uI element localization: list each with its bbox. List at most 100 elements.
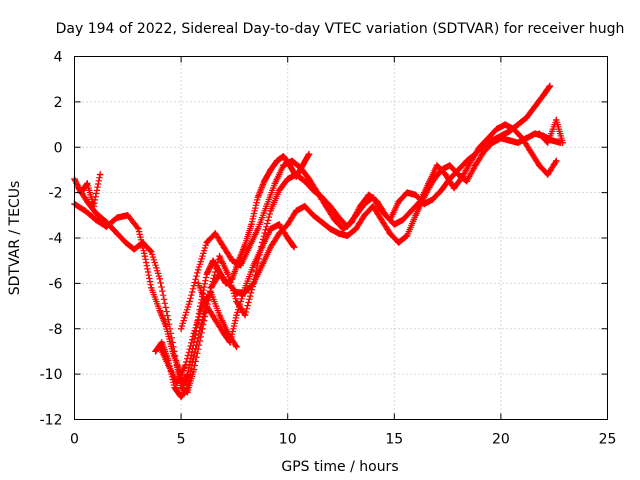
data-point: [523, 114, 530, 121]
data-point: [403, 232, 411, 239]
data-point: [293, 171, 300, 178]
data-point: [497, 135, 505, 142]
data-point: [301, 178, 308, 185]
data-point: [553, 157, 560, 165]
data-point: [395, 239, 402, 246]
data-point: [122, 239, 129, 246]
x-tick-labels: 0 5 10 15 20 25: [70, 432, 616, 448]
data-point: [203, 271, 210, 278]
y-tick-label: -4: [49, 231, 63, 247]
data-point: [203, 239, 210, 246]
data-point: [250, 262, 257, 269]
data-point: [152, 348, 159, 355]
data-point: [165, 316, 172, 323]
data-point: [536, 130, 543, 137]
data-point: [339, 225, 347, 233]
data-point: [267, 207, 274, 214]
data-point: [280, 162, 287, 169]
data-point: [433, 162, 441, 169]
data-point: [224, 280, 232, 287]
y-tick-label: 4: [54, 50, 63, 66]
data-point: [254, 194, 262, 201]
data-point: [510, 125, 517, 133]
data-point: [378, 216, 385, 224]
data-point: [92, 209, 99, 217]
data-point: [425, 180, 432, 187]
axis-ticks: [74, 56, 608, 420]
data-point: [224, 330, 232, 337]
data-point: [190, 330, 198, 337]
data-point: [263, 203, 270, 210]
data-point: [258, 262, 266, 269]
data-point: [177, 393, 185, 400]
data-point: [212, 230, 219, 237]
data-point: [412, 191, 419, 199]
y-tick-label: 2: [54, 95, 63, 111]
data-point: [416, 198, 424, 205]
data-point: [280, 153, 287, 160]
data-point: [357, 203, 364, 210]
data-point: [212, 316, 219, 323]
data-point: [131, 246, 138, 253]
data-point: [248, 221, 255, 228]
data-point: [284, 175, 291, 183]
data-point: [365, 191, 372, 199]
data-point: [536, 162, 543, 169]
data-point: [158, 339, 166, 346]
data-point: [220, 243, 227, 251]
data-point: [459, 173, 466, 180]
data-point: [254, 225, 262, 233]
data-point: [135, 225, 142, 233]
data-point: [182, 361, 189, 369]
data-point: [335, 214, 343, 221]
data-point: [139, 239, 146, 246]
data-point: [450, 184, 458, 192]
data-point: [344, 232, 351, 239]
data-point: [113, 230, 121, 237]
data-point: [261, 178, 268, 185]
data-point: [493, 125, 500, 133]
data-point: [546, 82, 554, 90]
data-point: [199, 302, 206, 310]
data-point: [463, 178, 470, 185]
series-track-4: [177, 121, 560, 332]
data-point: [177, 384, 185, 391]
data-point: [438, 187, 445, 194]
data-point: [531, 103, 539, 110]
data-point: [327, 225, 334, 233]
data-point: [276, 187, 283, 194]
data-point: [310, 212, 317, 219]
data-point: [173, 380, 180, 387]
series-track-1: [71, 150, 313, 389]
series-track-8: [536, 116, 566, 146]
data-point: [173, 361, 180, 369]
data-point: [237, 262, 244, 269]
data-point: [229, 257, 236, 264]
data-point: [519, 135, 526, 142]
data-point: [305, 175, 313, 183]
series-layer: [71, 82, 566, 400]
data-point: [382, 212, 389, 219]
data-point: [195, 280, 202, 287]
data-point: [258, 243, 266, 251]
data-point: [514, 139, 522, 146]
data-point: [361, 212, 368, 219]
x-axis-title: GPS time / hours: [281, 459, 398, 475]
data-point: [514, 121, 522, 128]
data-point: [148, 248, 155, 255]
data-point: [442, 171, 449, 178]
data-point: [207, 289, 215, 296]
y-tick-label: -10: [40, 367, 63, 383]
data-point: [305, 150, 313, 158]
data-point: [527, 148, 534, 155]
series-markers: [75, 82, 554, 396]
y-tick-label: 0: [54, 140, 63, 156]
data-point: [301, 203, 308, 210]
data-point: [352, 225, 360, 233]
data-point: [216, 252, 223, 260]
data-point: [429, 196, 436, 203]
data-point: [267, 225, 274, 233]
data-point: [186, 298, 193, 305]
data-point: [276, 230, 283, 237]
data-point: [224, 271, 232, 278]
